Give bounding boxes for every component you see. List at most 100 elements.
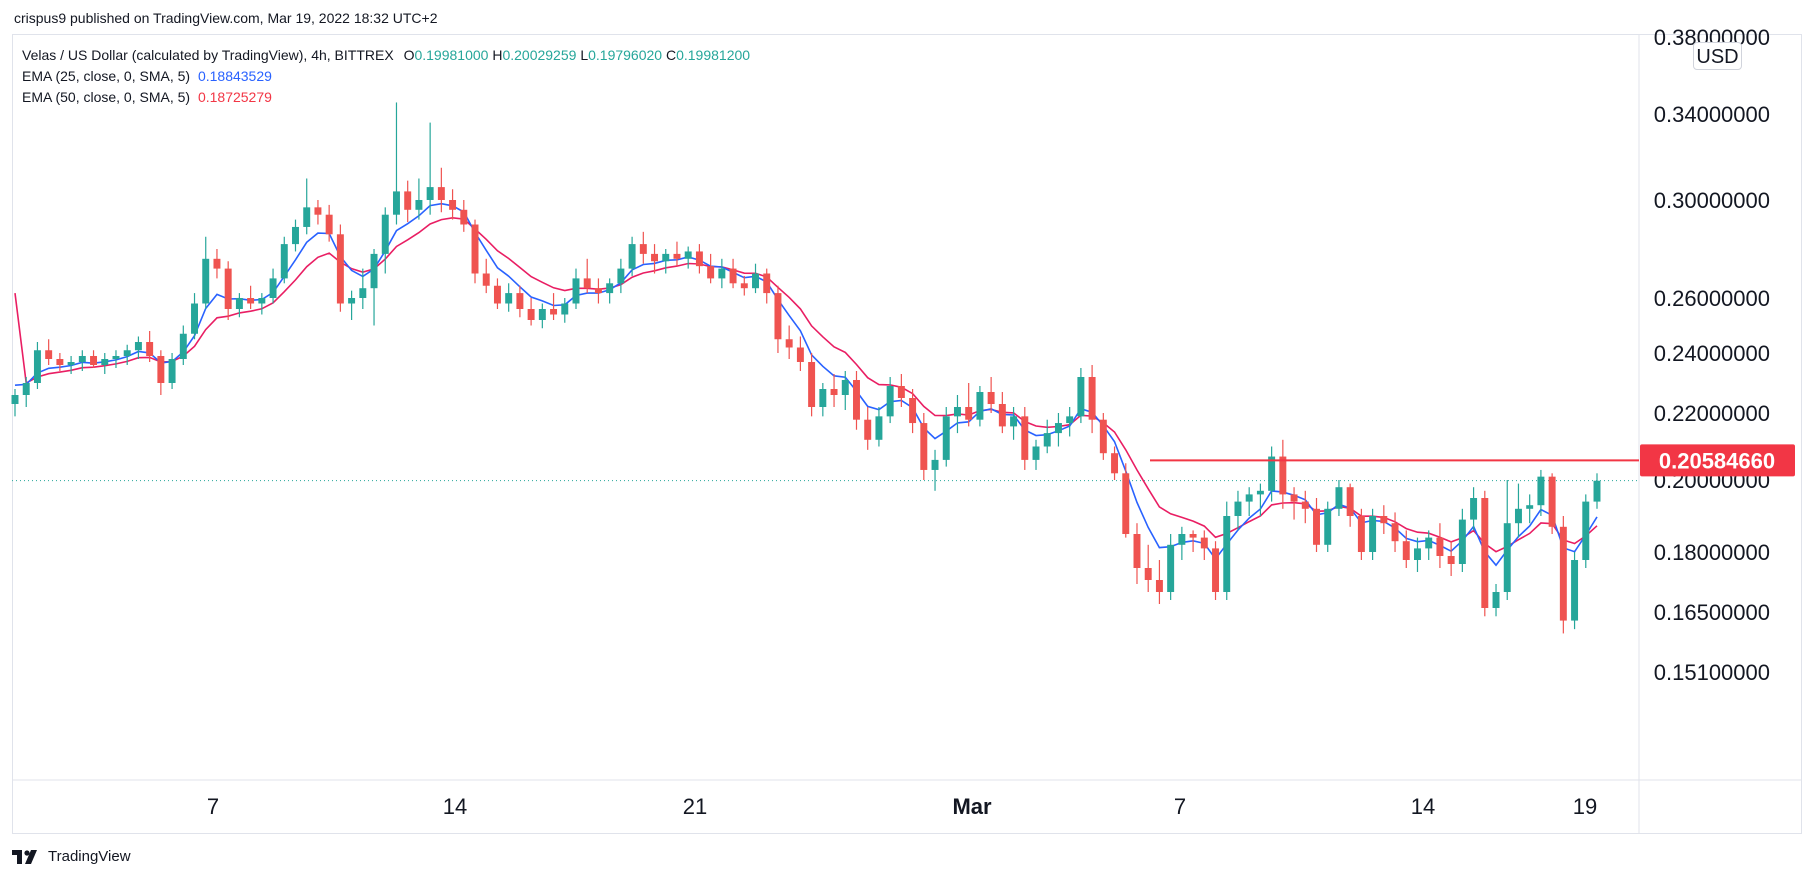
- candle[interactable]: [1481, 490, 1489, 617]
- candle[interactable]: [695, 244, 703, 274]
- candle[interactable]: [1548, 473, 1556, 534]
- candle[interactable]: [101, 353, 109, 374]
- candle[interactable]: [639, 231, 647, 264]
- candle[interactable]: [550, 293, 558, 320]
- candle[interactable]: [1357, 508, 1365, 560]
- candle[interactable]: [830, 374, 838, 407]
- candle[interactable]: [1032, 439, 1040, 470]
- candle[interactable]: [415, 178, 423, 220]
- ema-25-row[interactable]: EMA (25, close, 0, SMA, 5) 0.18843529: [22, 66, 750, 87]
- candle[interactable]: [336, 224, 344, 312]
- candle[interactable]: [1268, 446, 1276, 502]
- candle[interactable]: [1470, 487, 1478, 531]
- candle[interactable]: [325, 204, 333, 242]
- candle[interactable]: [819, 383, 827, 417]
- candle[interactable]: [202, 236, 210, 309]
- candle[interactable]: [157, 350, 165, 395]
- candle[interactable]: [1582, 494, 1590, 568]
- candle[interactable]: [235, 293, 243, 318]
- symbol-row[interactable]: Velas / US Dollar (calculated by Trading…: [22, 45, 750, 66]
- candle[interactable]: [561, 298, 569, 323]
- candle[interactable]: [1391, 512, 1399, 552]
- candle[interactable]: [168, 353, 176, 389]
- candle[interactable]: [1526, 494, 1534, 524]
- candle[interactable]: [673, 241, 681, 267]
- candle[interactable]: [348, 290, 356, 320]
- candle[interactable]: [1290, 487, 1298, 520]
- candle[interactable]: [1256, 483, 1264, 516]
- candle[interactable]: [1155, 560, 1163, 604]
- candle[interactable]: [583, 258, 591, 294]
- candle[interactable]: [1313, 498, 1320, 552]
- candle[interactable]: [976, 386, 984, 427]
- candle[interactable]: [359, 268, 367, 309]
- candle[interactable]: [920, 413, 928, 480]
- candles[interactable]: [11, 102, 1601, 634]
- candle[interactable]: [684, 246, 692, 269]
- candle[interactable]: [841, 371, 849, 410]
- candle[interactable]: [449, 189, 457, 220]
- tradingview-footer[interactable]: TradingView: [12, 848, 131, 865]
- ema-50-row[interactable]: EMA (50, close, 0, SMA, 5) 0.18725279: [22, 87, 750, 108]
- candle[interactable]: [1099, 413, 1107, 460]
- candle[interactable]: [527, 298, 535, 326]
- candle[interactable]: [953, 395, 961, 434]
- candle[interactable]: [1503, 480, 1511, 600]
- candle[interactable]: [516, 285, 524, 318]
- candle[interactable]: [247, 285, 255, 309]
- candle[interactable]: [1458, 508, 1466, 572]
- candle[interactable]: [808, 353, 816, 417]
- candle[interactable]: [1144, 544, 1152, 592]
- candle[interactable]: [1571, 552, 1579, 630]
- candle[interactable]: [179, 325, 187, 366]
- candle[interactable]: [1414, 537, 1421, 572]
- candle[interactable]: [1054, 413, 1062, 447]
- candle[interactable]: [1200, 530, 1208, 560]
- candle[interactable]: [987, 377, 995, 413]
- candle[interactable]: [1178, 526, 1186, 560]
- candle[interactable]: [1010, 407, 1018, 440]
- candle[interactable]: [1021, 407, 1029, 470]
- candle[interactable]: [1066, 407, 1074, 437]
- candle[interactable]: [538, 303, 546, 329]
- candle[interactable]: [45, 339, 53, 365]
- candle[interactable]: [1537, 469, 1545, 516]
- candle[interactable]: [1088, 365, 1096, 434]
- candle[interactable]: [146, 331, 154, 362]
- candle[interactable]: [1447, 541, 1455, 576]
- candle[interactable]: [471, 219, 479, 284]
- candle[interactable]: [931, 449, 939, 491]
- candle[interactable]: [1402, 530, 1410, 568]
- candle[interactable]: [1301, 490, 1309, 524]
- candle[interactable]: [1369, 508, 1377, 560]
- candle[interactable]: [1436, 523, 1444, 568]
- candle[interactable]: [426, 122, 434, 215]
- candle[interactable]: [292, 219, 299, 252]
- candle[interactable]: [269, 268, 277, 304]
- candle[interactable]: [1189, 530, 1197, 552]
- candle[interactable]: [1223, 501, 1231, 600]
- candle[interactable]: [718, 258, 726, 289]
- candle[interactable]: [493, 278, 501, 309]
- candle[interactable]: [651, 244, 659, 274]
- candle[interactable]: [67, 356, 75, 374]
- candle[interactable]: [1111, 446, 1119, 481]
- candle[interactable]: [875, 407, 883, 447]
- candle[interactable]: [1346, 483, 1354, 527]
- candle[interactable]: [909, 389, 917, 434]
- candle[interactable]: [1324, 501, 1332, 552]
- time-axis[interactable]: 7 14 21 Mar 7 14 19: [207, 794, 1597, 819]
- candle[interactable]: [505, 283, 513, 312]
- candle[interactable]: [740, 275, 748, 296]
- candle[interactable]: [392, 102, 400, 225]
- candle[interactable]: [381, 207, 389, 274]
- candle[interactable]: [134, 336, 142, 360]
- candle[interactable]: [1077, 368, 1085, 424]
- candle[interactable]: [33, 342, 41, 389]
- candle[interactable]: [897, 374, 905, 407]
- candle[interactable]: [404, 180, 412, 223]
- candle[interactable]: [1514, 483, 1522, 538]
- candle[interactable]: [314, 200, 322, 225]
- candle[interactable]: [1425, 530, 1433, 560]
